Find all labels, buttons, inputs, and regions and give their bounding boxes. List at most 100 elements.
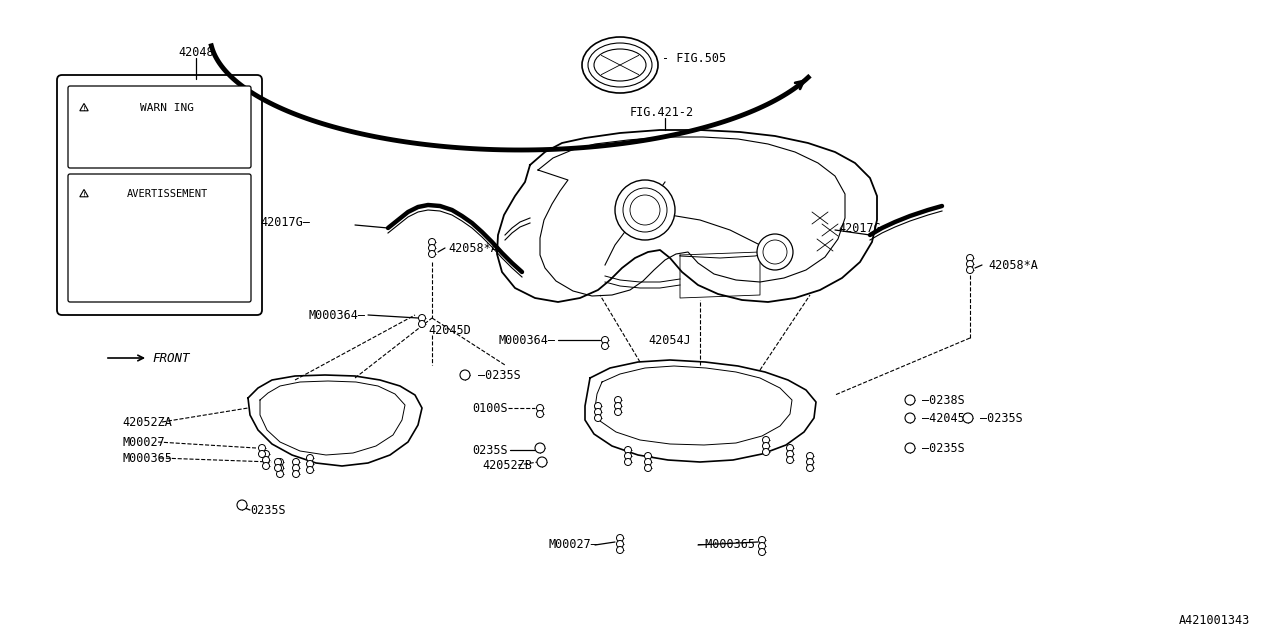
Circle shape: [276, 458, 283, 465]
Text: 0235S: 0235S: [472, 444, 508, 456]
Text: —M000365: —M000365: [698, 538, 755, 552]
Circle shape: [763, 240, 787, 264]
Circle shape: [617, 534, 623, 541]
Text: !: !: [83, 106, 86, 111]
Circle shape: [759, 548, 765, 556]
Text: !: !: [83, 191, 86, 198]
Circle shape: [759, 543, 765, 550]
Circle shape: [623, 188, 667, 232]
Text: M000364—: M000364—: [308, 308, 365, 321]
Circle shape: [274, 465, 282, 472]
Text: - FIG.505: - FIG.505: [662, 51, 726, 65]
Circle shape: [594, 415, 602, 422]
Text: A421001343: A421001343: [1179, 614, 1251, 627]
Circle shape: [429, 244, 435, 252]
Circle shape: [630, 195, 660, 225]
Circle shape: [259, 445, 265, 451]
Circle shape: [419, 314, 425, 321]
Circle shape: [276, 470, 283, 477]
Text: 42017G—: 42017G—: [260, 216, 310, 228]
Circle shape: [617, 541, 623, 547]
FancyBboxPatch shape: [68, 174, 251, 302]
Circle shape: [763, 449, 769, 456]
Text: 0100S: 0100S: [472, 401, 508, 415]
Text: —0238S: —0238S: [922, 394, 965, 406]
Text: 42048: 42048: [178, 45, 214, 58]
Circle shape: [905, 395, 915, 405]
Circle shape: [645, 458, 652, 465]
Circle shape: [614, 180, 675, 240]
Text: —0235S: —0235S: [922, 442, 965, 454]
Circle shape: [614, 397, 622, 403]
Circle shape: [237, 500, 247, 510]
Circle shape: [262, 451, 270, 458]
Circle shape: [614, 408, 622, 415]
Circle shape: [594, 403, 602, 410]
Circle shape: [786, 456, 794, 463]
Text: 42052ZB: 42052ZB: [483, 458, 532, 472]
Text: M000365: M000365: [122, 451, 172, 465]
Circle shape: [538, 457, 547, 467]
Circle shape: [306, 467, 314, 474]
Circle shape: [905, 413, 915, 423]
Circle shape: [645, 465, 652, 472]
Circle shape: [306, 454, 314, 461]
Text: 42052ZA: 42052ZA: [122, 415, 172, 429]
Text: M000364—: M000364—: [498, 333, 556, 346]
Circle shape: [614, 403, 622, 410]
Text: 42045D: 42045D: [428, 323, 471, 337]
Circle shape: [966, 266, 974, 273]
Circle shape: [617, 547, 623, 554]
Circle shape: [966, 255, 974, 262]
Ellipse shape: [582, 37, 658, 93]
Circle shape: [806, 465, 814, 472]
Circle shape: [262, 456, 270, 463]
Ellipse shape: [588, 43, 652, 87]
Circle shape: [429, 250, 435, 257]
Circle shape: [645, 452, 652, 460]
Circle shape: [905, 443, 915, 453]
Circle shape: [966, 260, 974, 268]
Text: AVERTISSEMENT: AVERTISSEMENT: [127, 189, 207, 199]
Circle shape: [756, 234, 794, 270]
Circle shape: [602, 342, 608, 349]
Text: 42058*A: 42058*A: [988, 259, 1038, 271]
Circle shape: [460, 370, 470, 380]
Text: FRONT: FRONT: [152, 351, 189, 365]
Circle shape: [535, 443, 545, 453]
Ellipse shape: [594, 49, 646, 81]
Circle shape: [594, 408, 602, 415]
Circle shape: [806, 458, 814, 465]
Circle shape: [262, 463, 270, 470]
Circle shape: [276, 465, 283, 472]
Text: —0235S: —0235S: [477, 369, 521, 381]
Circle shape: [274, 458, 282, 465]
Circle shape: [763, 436, 769, 444]
Text: 42058*A: 42058*A: [448, 241, 498, 255]
Circle shape: [786, 451, 794, 458]
Text: —42045E: —42045E: [922, 412, 972, 424]
Text: M00027: M00027: [122, 435, 165, 449]
Circle shape: [293, 465, 300, 472]
FancyBboxPatch shape: [58, 75, 262, 315]
Text: 42017G: 42017G: [838, 221, 881, 234]
Circle shape: [259, 451, 265, 458]
Circle shape: [306, 461, 314, 467]
Circle shape: [419, 321, 425, 328]
Circle shape: [429, 239, 435, 246]
Text: —0235S: —0235S: [980, 412, 1023, 424]
Circle shape: [293, 458, 300, 465]
FancyBboxPatch shape: [68, 86, 251, 168]
Circle shape: [536, 410, 544, 417]
Circle shape: [602, 337, 608, 344]
Text: WARN ING: WARN ING: [140, 103, 195, 113]
Text: M00027—: M00027—: [548, 538, 598, 552]
Circle shape: [759, 536, 765, 543]
Text: FIG.421-2: FIG.421-2: [630, 106, 694, 118]
Circle shape: [806, 452, 814, 460]
Circle shape: [963, 413, 973, 423]
Text: 42054J: 42054J: [648, 333, 691, 346]
Circle shape: [536, 404, 544, 412]
Circle shape: [625, 447, 631, 454]
Text: 0235S: 0235S: [250, 504, 285, 516]
